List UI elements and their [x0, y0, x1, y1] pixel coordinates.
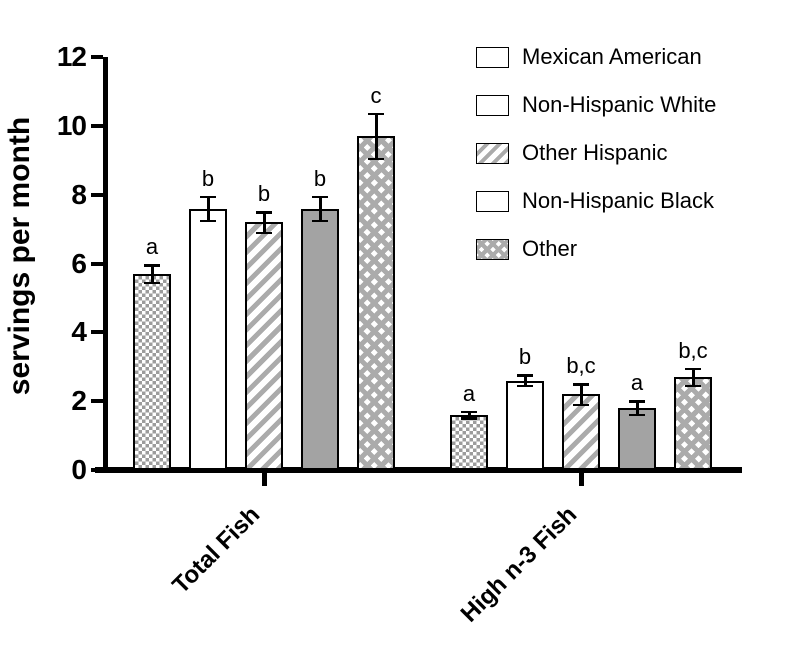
legend-item-other-hispanic: Other Hispanic	[476, 142, 716, 164]
bar-other-hispanic	[245, 222, 283, 470]
error-bar-cap	[517, 384, 533, 388]
significance-label: c	[370, 82, 382, 108]
legend-label: Non-Hispanic Black	[522, 188, 714, 213]
error-bar-line	[468, 411, 471, 419]
y-tick-label: 6	[71, 247, 87, 279]
y-tick-label: 12	[56, 41, 87, 73]
y-tick-label: 0	[71, 454, 87, 485]
error-bar-cap	[573, 403, 589, 407]
bar-non-hispanic-black	[301, 208, 339, 470]
legend-label: Other	[522, 236, 578, 261]
error-bar-cap	[312, 219, 328, 223]
legend-item-non-hispanic-black: Non-Hispanic Black	[476, 190, 716, 212]
y-tick	[91, 192, 103, 197]
legend-item-mexican-american: Mexican American	[476, 46, 716, 68]
error-bar-cap	[629, 400, 645, 403]
error-bar-line	[580, 384, 583, 405]
error-bar-cap	[685, 367, 701, 371]
y-tick	[91, 330, 103, 335]
x-tick-1	[579, 473, 584, 486]
bar-other	[674, 377, 712, 470]
y-axis	[103, 57, 108, 473]
error-bar-line	[207, 196, 210, 221]
error-bar-cap	[573, 383, 589, 386]
bar-mexican-american	[450, 414, 488, 470]
diagonal-stripes-swatch-icon	[476, 142, 509, 164]
significance-label: a	[630, 370, 644, 396]
error-bar-cap	[461, 410, 477, 414]
error-bar-line	[636, 401, 639, 415]
error-bar-line	[263, 212, 266, 233]
error-bar-cap	[312, 195, 328, 199]
significance-label: b	[201, 165, 215, 191]
significance-label: b	[313, 165, 327, 191]
significance-label: b,c	[678, 337, 708, 363]
error-bar-line	[319, 196, 322, 221]
bar-non-hispanic-black	[618, 408, 656, 470]
error-bar-cap	[144, 281, 160, 285]
y-tick	[91, 124, 103, 128]
legend-label: Non-Hispanic White	[522, 92, 717, 117]
significance-label: b	[518, 344, 532, 370]
solid-gray-swatch-icon	[476, 190, 509, 212]
error-bar-cap	[629, 413, 645, 417]
bar-other	[357, 136, 395, 470]
error-bar-line	[524, 375, 527, 386]
error-bar-cap	[368, 112, 384, 116]
error-bar-cap	[200, 195, 216, 199]
y-tick-label: 4	[71, 316, 87, 348]
legend-item-other: Other	[476, 238, 716, 260]
error-bar-cap	[461, 417, 477, 420]
error-bar-cap	[144, 264, 160, 267]
error-bar-line	[375, 113, 378, 159]
error-bar-cap	[256, 211, 272, 214]
error-bar-cap	[200, 219, 216, 223]
legend-label: Mexican American	[522, 44, 702, 69]
y-tick	[91, 399, 103, 404]
error-bar-cap	[685, 384, 701, 388]
y-tick-label: 2	[71, 385, 87, 417]
x-category-label-high-n3-fish: High n-3 Fish	[455, 501, 583, 628]
y-tick-label: 8	[71, 178, 87, 210]
crosshatch-swatch-icon	[476, 238, 509, 260]
error-bar-cap	[256, 231, 272, 235]
checker-pattern-swatch-icon	[476, 46, 509, 68]
bar-mexican-american	[133, 273, 171, 470]
white-pattern-swatch-icon	[476, 94, 509, 116]
significance-label: b,c	[566, 353, 596, 378]
error-bar-line	[692, 368, 695, 386]
y-tick	[91, 468, 103, 472]
legend-label: Other Hispanic	[522, 140, 668, 165]
error-bar-cap	[517, 374, 533, 377]
x-axis	[95, 467, 742, 473]
significance-label: a	[145, 234, 159, 260]
significance-label: a	[462, 380, 476, 406]
bar-non-hispanic-white	[506, 380, 544, 470]
y-tick	[91, 261, 103, 266]
x-category-label-total-fish: Total Fish	[167, 501, 266, 600]
legend: Mexican American Non-Hispanic White Othe…	[476, 46, 716, 286]
error-bar-line	[151, 265, 154, 283]
x-tick-0	[262, 473, 267, 486]
significance-label: b	[257, 181, 271, 206]
error-bar-cap	[368, 157, 384, 161]
y-tick	[91, 55, 103, 60]
legend-item-non-hispanic-white: Non-Hispanic White	[476, 94, 716, 116]
y-tick-label: 10	[56, 110, 87, 141]
bar-non-hispanic-white	[189, 208, 227, 470]
